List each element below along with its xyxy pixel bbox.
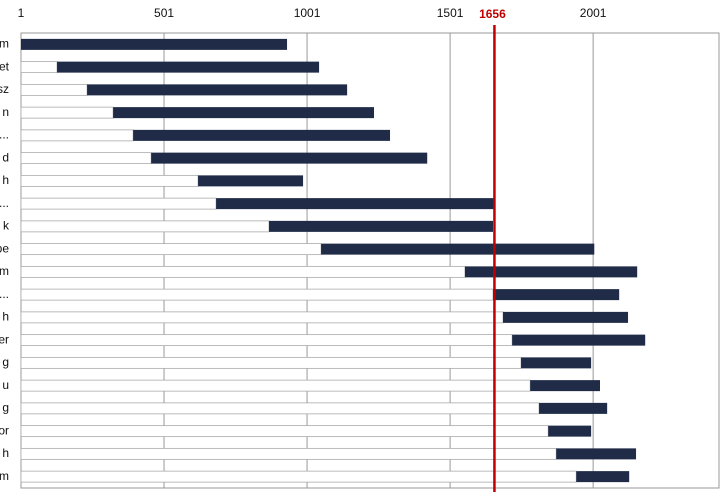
offset-bar <box>20 61 58 74</box>
bar <box>503 311 629 323</box>
category-label: m <box>0 37 9 51</box>
bar <box>576 471 630 483</box>
category-label: h <box>2 446 9 460</box>
offset-bar <box>20 220 270 233</box>
category-label: n <box>2 105 9 119</box>
category-label: u <box>2 378 9 392</box>
offset-bar <box>20 265 466 278</box>
category-label: er <box>0 332 9 346</box>
bar <box>87 84 348 96</box>
bar <box>548 425 592 437</box>
bar <box>512 334 646 346</box>
bar <box>133 129 391 141</box>
bar <box>113 107 375 119</box>
category-label: sz <box>0 82 9 96</box>
bar <box>464 266 638 278</box>
bar <box>321 243 595 255</box>
category-label: h <box>2 173 9 187</box>
category-label: h <box>2 310 9 324</box>
bar <box>57 61 320 73</box>
category-label: g <box>2 355 9 369</box>
offset-bar <box>20 152 152 165</box>
reference-label: 1656 <box>479 7 506 21</box>
bar <box>539 402 608 414</box>
offset-bar <box>20 425 549 438</box>
category-label: et <box>0 59 10 73</box>
bar <box>530 380 600 392</box>
bar <box>151 152 428 164</box>
plot-area <box>20 32 720 489</box>
x-tick-label: 1 <box>18 6 25 20</box>
category-label: al... <box>0 128 9 142</box>
category-label: k <box>3 219 10 233</box>
offset-bar <box>20 402 540 415</box>
category-label: g <box>2 401 9 415</box>
offset-bar <box>20 470 577 483</box>
offset-bar <box>20 83 88 96</box>
offset-bar <box>20 334 513 347</box>
x-tick-label: 2001 <box>580 6 607 20</box>
category-label: sz... <box>0 196 9 210</box>
bar <box>493 289 620 301</box>
x-tick-label: 1001 <box>294 6 321 20</box>
offset-bar <box>20 288 494 301</box>
bar <box>21 38 288 50</box>
category-label: pe <box>0 241 9 255</box>
offset-bar <box>20 356 522 369</box>
category-label: or <box>0 423 9 437</box>
offset-bar <box>20 447 557 460</box>
offset-bar <box>20 129 134 142</box>
category-label: d <box>2 150 9 164</box>
offset-bar <box>20 197 217 210</box>
offset-bar <box>20 379 531 392</box>
category-label: m <box>0 264 9 278</box>
offset-bar <box>20 311 504 324</box>
category-label: m <box>0 469 9 483</box>
offset-bar <box>20 174 199 187</box>
bar <box>269 220 494 232</box>
bar <box>521 357 592 369</box>
bar <box>556 448 637 460</box>
category-label: ns... <box>0 287 9 301</box>
offset-bar <box>20 106 114 119</box>
x-tick-label: 1501 <box>437 6 464 20</box>
bar <box>198 175 304 187</box>
x-tick-label: 501 <box>154 6 174 20</box>
bar <box>216 198 495 210</box>
offset-bar <box>20 243 322 256</box>
